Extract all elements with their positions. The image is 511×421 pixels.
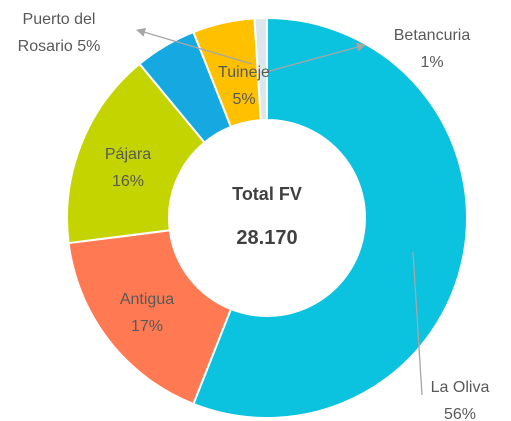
category-label: Betancuria bbox=[393, 27, 471, 44]
category-label: Antigua bbox=[119, 291, 175, 308]
data-label: Pájara 16% bbox=[78, 141, 178, 195]
leader-line bbox=[412, 251, 423, 396]
slice bbox=[66, 62, 206, 245]
value-label: 17% bbox=[130, 318, 164, 335]
value-label: 5% bbox=[77, 38, 101, 55]
category-label: Pájara bbox=[104, 146, 152, 163]
center-title: Total FV bbox=[232, 184, 302, 204]
value-label: 56% bbox=[443, 406, 477, 421]
data-label: La Oliva 56% bbox=[405, 374, 511, 421]
slice bbox=[67, 229, 233, 406]
slice bbox=[253, 16, 268, 122]
value-label: 1% bbox=[420, 54, 444, 71]
center-value: 28.170 bbox=[236, 227, 297, 249]
slices bbox=[66, 16, 468, 419]
slice bbox=[192, 16, 468, 419]
value-label: 16% bbox=[111, 173, 145, 190]
value-label: 5% bbox=[232, 91, 256, 108]
leader-line bbox=[136, 27, 253, 65]
data-label: Betancuria 1% bbox=[372, 22, 492, 76]
data-label: Puerto del Rosario 5% bbox=[0, 6, 118, 60]
category-label: Tuineje bbox=[218, 64, 270, 81]
leader-line bbox=[265, 42, 366, 73]
category-label: Puerto del Rosario bbox=[17, 11, 96, 55]
category-label: La Oliva bbox=[430, 379, 490, 396]
data-label: Antigua 17% bbox=[97, 286, 197, 340]
data-label: Tuineje 5% bbox=[194, 59, 294, 113]
